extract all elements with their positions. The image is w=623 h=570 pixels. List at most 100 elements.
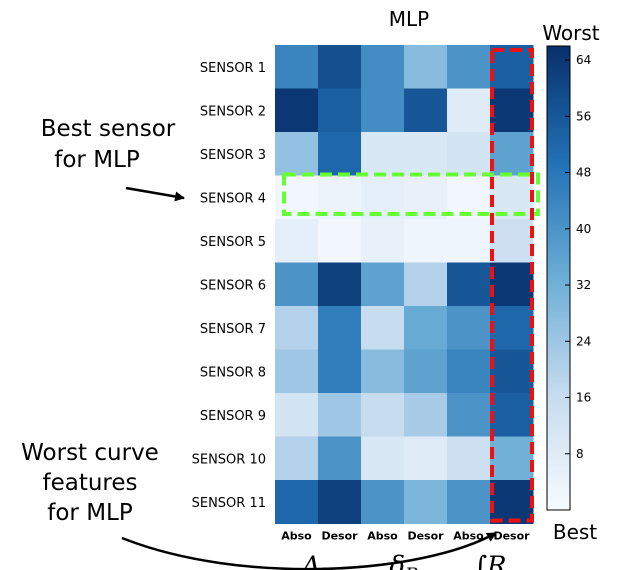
row-label: SENSOR 9 [200, 409, 266, 424]
row-label: SENSOR 7 [200, 322, 266, 337]
column-group-labels: ΔR δR ∫R [301, 552, 507, 570]
best-annotation-line1: Best sensor [41, 116, 176, 142]
heatmap-cell [447, 45, 491, 89]
colorbar-tick-label: 32 [576, 278, 591, 292]
heatmap-cell [490, 45, 534, 89]
best-sensor-highlight [282, 172, 540, 216]
column-group-label: ΔR [301, 552, 334, 570]
heatmap-cell [361, 45, 405, 89]
heatmap-cell [404, 306, 448, 350]
row-label: SENSOR 3 [200, 148, 266, 163]
heatmap-cell [447, 219, 491, 263]
heatmap-cell [404, 393, 448, 437]
heatmap-cell [447, 349, 491, 394]
heatmap-cell [404, 88, 448, 133]
heatmap-cell [275, 45, 319, 89]
heatmap-cell [318, 262, 362, 307]
heatmap-cell [318, 45, 362, 89]
heatmap-cell [318, 219, 362, 263]
row-labels: SENSOR 1 SENSOR 2 SENSOR 3 SENSOR 4 SENSOR 5… [192, 61, 266, 511]
row-label: SENSOR 11 [192, 496, 266, 511]
chart-title: MLP [389, 7, 429, 31]
worst-feature-highlight [490, 48, 534, 523]
row-label: SENSOR 2 [200, 104, 266, 119]
row-label: SENSOR 1 [200, 61, 266, 76]
column-label: Desor [493, 530, 530, 543]
colorbar-tick-label: 40 [576, 222, 591, 236]
best-annotation-line2: for MLP [54, 147, 140, 173]
heatmap-cell [490, 306, 534, 350]
colorbar-tick-label: 48 [576, 166, 591, 180]
column-labels: Abso Desor Abso Desor Abso Desor [281, 530, 530, 543]
heatmap-cell [447, 480, 491, 524]
heatmap-cell [447, 88, 491, 133]
heatmap-cell [404, 349, 448, 394]
heatmap-cells [275, 45, 534, 524]
heatmap-cell [361, 480, 405, 524]
heatmap-cell [361, 393, 405, 437]
heatmap-cell [490, 349, 534, 394]
column-label: Abso [367, 530, 398, 543]
heatmap-cell [404, 132, 448, 176]
heatmap-cell [275, 306, 319, 350]
row-label: SENSOR 4 [200, 191, 266, 206]
colorbar-top-label: Worst [542, 21, 599, 45]
heatmap-cell [275, 132, 319, 176]
heatmap-cell [275, 175, 319, 220]
worst-annotation-line3: for MLP [47, 500, 133, 526]
heatmap-cell [361, 306, 405, 350]
worst-annotation-line2: features [42, 470, 137, 496]
row-label: SENSOR 6 [200, 278, 266, 293]
heatmap-cell [490, 262, 534, 307]
heatmap-cell [490, 88, 534, 133]
colorbar-bottom-label: Best [553, 520, 597, 544]
heatmap-cell [361, 219, 405, 263]
heatmap-cell [361, 88, 405, 133]
colorbar-ticks: 8 16 24 32 40 48 56 64 [565, 53, 591, 461]
heatmap-cell [404, 45, 448, 89]
colorbar-tick-label: 64 [576, 53, 591, 67]
heatmap-cell [404, 436, 448, 481]
heatmap-cell [361, 262, 405, 307]
heatmap-cell [361, 436, 405, 481]
row-label: SENSOR 5 [200, 235, 266, 250]
heatmap-cell [404, 262, 448, 307]
column-label: Abso [453, 530, 484, 543]
heatmap-cell [447, 132, 491, 176]
heatmap-cell [318, 132, 362, 176]
heatmap-cell [275, 480, 319, 524]
worst-arrow [121, 531, 497, 570]
heatmap-cell [361, 349, 405, 394]
heatmap-cell [447, 436, 491, 481]
heatmap-cell [318, 393, 362, 437]
heatmap-cell [447, 306, 491, 350]
heatmap-cell [490, 480, 534, 524]
colorbar-tick-label: 8 [576, 447, 584, 461]
heatmap-cell [275, 219, 319, 263]
colorbar-tick-label: 24 [576, 334, 591, 348]
heatmap-cell [490, 393, 534, 437]
column-label: Abso [281, 530, 312, 543]
colorbar [546, 45, 571, 511]
heatmap-cell [275, 262, 319, 307]
heatmap-cell [404, 219, 448, 263]
row-label: SENSOR 8 [200, 365, 266, 380]
heatmap-cell [404, 480, 448, 524]
column-label: Desor [407, 530, 444, 543]
heatmap-cell [318, 88, 362, 133]
heatmap-cell [490, 436, 534, 481]
heatmap-cell [490, 132, 534, 176]
heatmap-cell [275, 393, 319, 437]
heatmap-cell [318, 349, 362, 394]
heatmap-cell [275, 349, 319, 394]
colorbar-tick-label: 16 [576, 391, 591, 405]
column-label: Desor [321, 530, 358, 543]
heatmap-cell [361, 132, 405, 176]
best-arrow [125, 186, 185, 202]
heatmap-cell [447, 393, 491, 437]
heatmap-cell [490, 219, 534, 263]
heatmap-cell [318, 480, 362, 524]
worst-annotation-line1: Worst curve [21, 440, 159, 466]
row-label: SENSOR 10 [192, 452, 266, 467]
